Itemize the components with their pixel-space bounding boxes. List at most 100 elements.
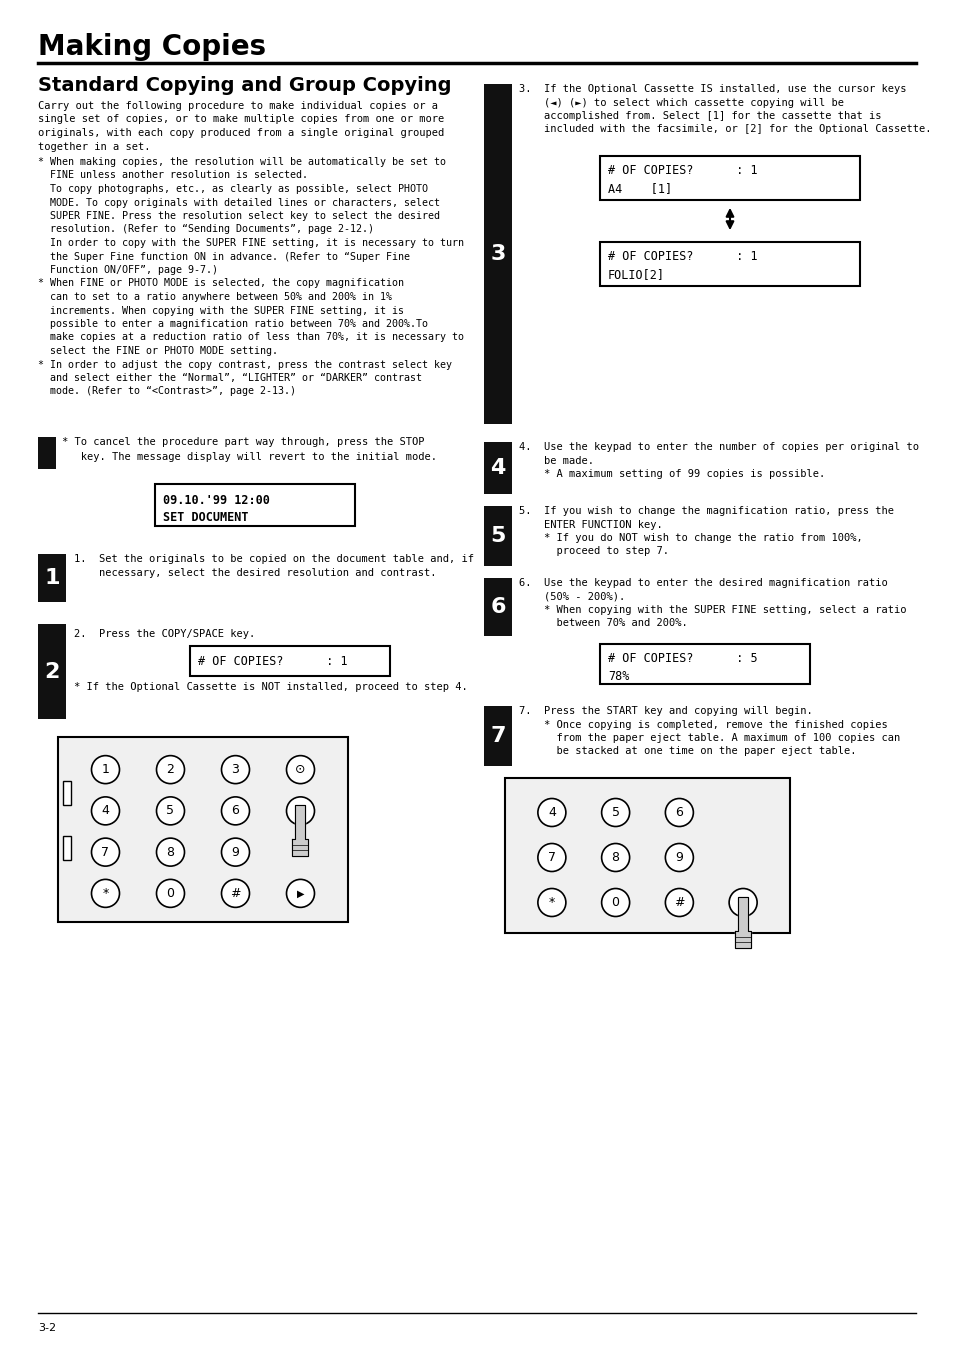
Text: 3: 3	[232, 763, 239, 775]
Text: # OF COPIES?      : 1: # OF COPIES? : 1	[607, 163, 757, 177]
Text: key. The message display will revert to the initial mode.: key. The message display will revert to …	[62, 453, 436, 462]
Text: *: *	[548, 896, 555, 909]
Text: 0: 0	[611, 896, 619, 909]
Bar	[63, 836, 71, 861]
Text: FINE unless another resolution is selected.: FINE unless another resolution is select…	[38, 170, 308, 181]
Text: 9: 9	[232, 846, 239, 859]
Bar	[483, 84, 512, 424]
Text: * If the Optional Cassette is NOT installed, proceed to step 4.: * If the Optional Cassette is NOT instal…	[74, 682, 467, 692]
Text: from the paper eject table. A maximum of 100 copies can: from the paper eject table. A maximum of…	[518, 734, 900, 743]
Text: accomplished from. Select [1] for the cassette that is: accomplished from. Select [1] for the ca…	[518, 111, 881, 122]
Circle shape	[156, 755, 184, 784]
Circle shape	[286, 755, 314, 784]
Polygon shape	[293, 805, 308, 857]
Circle shape	[221, 838, 250, 866]
Text: A4    [1]: A4 [1]	[607, 182, 672, 195]
Text: necessary, select the desired resolution and contrast.: necessary, select the desired resolution…	[74, 567, 436, 578]
Text: 2: 2	[167, 763, 174, 775]
Circle shape	[537, 843, 565, 871]
Text: * In order to adjust the copy contrast, press the contrast select key: * In order to adjust the copy contrast, …	[38, 359, 452, 370]
Text: # OF COPIES?      : 1: # OF COPIES? : 1	[607, 250, 757, 263]
Text: Making Copies: Making Copies	[38, 32, 266, 61]
Text: 2.  Press the COPY/SPACE key.: 2. Press the COPY/SPACE key.	[74, 630, 255, 639]
Text: proceed to step 7.: proceed to step 7.	[518, 547, 668, 557]
Text: the Super Fine function ON in advance. (Refer to “Super Fine: the Super Fine function ON in advance. (…	[38, 251, 410, 262]
Bar	[599, 242, 859, 286]
Text: included with the facsimile, or [2] for the Optional Cassette.: included with the facsimile, or [2] for …	[518, 124, 930, 135]
Text: FOLIO[2]: FOLIO[2]	[607, 267, 664, 281]
Text: Standard Copying and Group Copying: Standard Copying and Group Copying	[38, 76, 451, 95]
Text: * Once copying is completed, remove the finished copies: * Once copying is completed, remove the …	[518, 720, 887, 730]
Text: 3: 3	[490, 245, 505, 263]
Circle shape	[91, 797, 119, 825]
Bar	[58, 738, 348, 921]
Text: can to set to a ratio anywhere between 50% and 200% in 1%: can to set to a ratio anywhere between 5…	[38, 292, 392, 303]
Circle shape	[221, 797, 250, 825]
Text: 1: 1	[44, 567, 60, 588]
Text: 1: 1	[101, 763, 110, 775]
Text: ⊙: ⊙	[294, 763, 305, 775]
Bar	[483, 507, 512, 566]
Bar	[154, 484, 355, 526]
Text: 5.  If you wish to change the magnification ratio, press the: 5. If you wish to change the magnificati…	[518, 507, 893, 516]
Text: * When copying with the SUPER FINE setting, select a ratio: * When copying with the SUPER FINE setti…	[518, 605, 905, 615]
Text: * When making copies, the resolution will be automatically be set to: * When making copies, the resolution wil…	[38, 157, 446, 168]
Text: # OF COPIES?      : 1: # OF COPIES? : 1	[198, 655, 347, 667]
Text: 2: 2	[44, 662, 60, 681]
Text: #: #	[230, 886, 240, 900]
Text: 5: 5	[611, 807, 619, 819]
Bar	[190, 646, 390, 676]
Circle shape	[601, 889, 629, 916]
Text: possible to enter a magnification ratio between 70% and 200%.To: possible to enter a magnification ratio …	[38, 319, 428, 330]
Bar	[63, 781, 71, 804]
Circle shape	[286, 880, 314, 908]
Text: Carry out the following procedure to make individual copies or a: Carry out the following procedure to mak…	[38, 101, 437, 111]
Text: resolution. (Refer to “Sending Documents”, page 2-12.): resolution. (Refer to “Sending Documents…	[38, 224, 374, 235]
Bar	[38, 554, 66, 603]
Text: 6: 6	[675, 807, 682, 819]
Text: single set of copies, or to make multiple copies from one or more: single set of copies, or to make multipl…	[38, 115, 444, 124]
Circle shape	[537, 889, 565, 916]
Circle shape	[728, 889, 757, 916]
Text: 7.  Press the START key and copying will begin.: 7. Press the START key and copying will …	[518, 707, 812, 716]
Text: 8: 8	[611, 851, 619, 865]
Text: 3-2: 3-2	[38, 1323, 56, 1333]
Circle shape	[537, 798, 565, 827]
Text: * When FINE or PHOTO MODE is selected, the copy magnification: * When FINE or PHOTO MODE is selected, t…	[38, 278, 403, 289]
Text: 4: 4	[490, 458, 505, 478]
Text: 09.10.'99 12:00: 09.10.'99 12:00	[163, 494, 270, 507]
Text: Function ON/OFF”, page 9-7.): Function ON/OFF”, page 9-7.)	[38, 265, 218, 276]
Text: ▶: ▶	[739, 897, 746, 908]
Text: be stacked at one time on the paper eject table.: be stacked at one time on the paper ejec…	[518, 747, 856, 757]
Text: #: #	[674, 896, 684, 909]
Bar	[483, 442, 512, 494]
Text: SUPER FINE. Press the resolution select key to select the desired: SUPER FINE. Press the resolution select …	[38, 211, 439, 222]
Circle shape	[221, 880, 250, 908]
Text: originals, with each copy produced from a single original grouped: originals, with each copy produced from …	[38, 128, 444, 138]
Text: 1.  Set the originals to be copied on the document table and, if: 1. Set the originals to be copied on the…	[74, 554, 474, 563]
Circle shape	[601, 798, 629, 827]
Circle shape	[91, 755, 119, 784]
Circle shape	[221, 755, 250, 784]
Text: ENTER FUNCTION key.: ENTER FUNCTION key.	[518, 520, 662, 530]
Text: * If you do NOT wish to change the ratio from 100%,: * If you do NOT wish to change the ratio…	[518, 534, 862, 543]
Text: * A maximum setting of 99 copies is possible.: * A maximum setting of 99 copies is poss…	[518, 469, 824, 480]
Text: SET DOCUMENT: SET DOCUMENT	[163, 511, 248, 524]
Circle shape	[156, 797, 184, 825]
Text: 6.  Use the keypad to enter the desired magnification ratio: 6. Use the keypad to enter the desired m…	[518, 578, 887, 588]
Text: (◄) (►) to select which cassette copying will be: (◄) (►) to select which cassette copying…	[518, 97, 843, 108]
Bar	[483, 707, 512, 766]
Text: 6: 6	[232, 804, 239, 817]
Circle shape	[601, 843, 629, 871]
Polygon shape	[735, 897, 750, 947]
Text: 5: 5	[167, 804, 174, 817]
Text: * To cancel the procedure part way through, press the STOP: * To cancel the procedure part way throu…	[62, 436, 424, 447]
Circle shape	[286, 797, 314, 825]
Text: MODE. To copy originals with detailed lines or characters, select: MODE. To copy originals with detailed li…	[38, 197, 439, 208]
Text: 0: 0	[167, 886, 174, 900]
Bar	[38, 436, 56, 469]
Text: make copies at a reduction ratio of less than 70%, it is necessary to: make copies at a reduction ratio of less…	[38, 332, 463, 343]
Circle shape	[664, 889, 693, 916]
Text: # OF COPIES?      : 5: # OF COPIES? : 5	[607, 653, 757, 665]
Text: increments. When copying with the SUPER FINE setting, it is: increments. When copying with the SUPER …	[38, 305, 403, 316]
